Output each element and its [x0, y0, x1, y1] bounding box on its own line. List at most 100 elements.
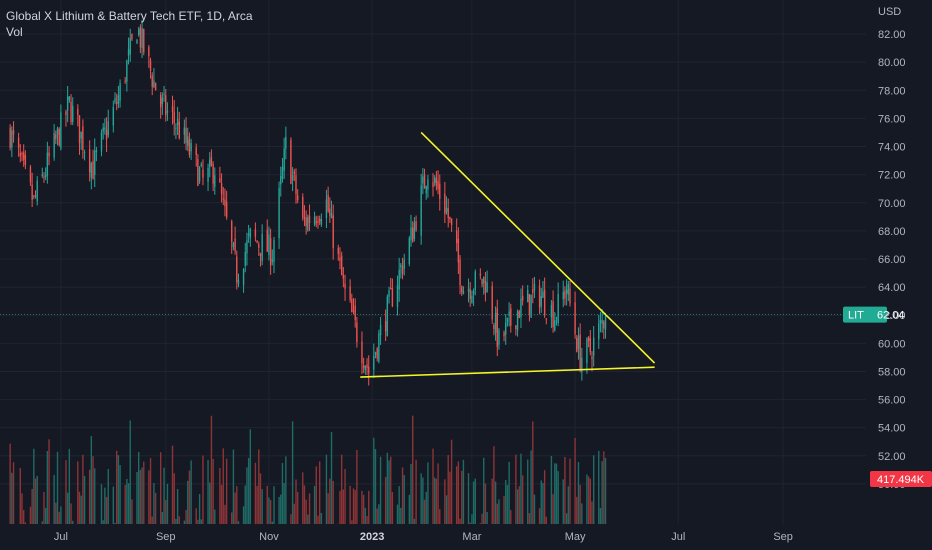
candle-body — [496, 308, 498, 347]
candle-body — [44, 175, 47, 178]
volume-bar — [129, 420, 131, 524]
volume-bar — [586, 474, 588, 524]
volume-bar — [200, 519, 202, 524]
volume-bar — [237, 521, 240, 524]
volume-bar — [236, 486, 238, 524]
volume-bar — [90, 436, 93, 524]
candle-body — [225, 201, 228, 218]
volume-bar — [117, 455, 120, 524]
candle-body — [601, 320, 603, 324]
volume-bar — [462, 459, 465, 524]
candle-body — [356, 322, 358, 343]
candle-body — [210, 156, 213, 166]
volume-bar — [481, 513, 483, 524]
candle-body — [92, 161, 94, 180]
volume-bar — [56, 451, 59, 524]
volume-bar — [246, 467, 248, 524]
candle-body — [459, 259, 461, 286]
volume-bar — [12, 462, 15, 524]
volume-bar — [362, 494, 365, 524]
candle-body — [126, 60, 128, 82]
candle-body — [484, 281, 487, 293]
candle-body — [29, 166, 32, 183]
volume-bar — [281, 463, 284, 524]
volume-bar — [190, 460, 192, 524]
candle-body — [349, 286, 351, 301]
volume-bar — [410, 463, 412, 524]
candle-body — [557, 293, 559, 324]
candle-body — [471, 295, 473, 304]
volume-bar — [486, 512, 488, 524]
candle-body — [565, 289, 568, 294]
candle-body — [94, 151, 96, 175]
y-tick-label: 58.00 — [878, 366, 906, 378]
candle-body — [543, 289, 546, 316]
volume-bar — [520, 453, 522, 524]
volume-bar — [373, 437, 375, 524]
candle-body — [60, 112, 62, 149]
volume-bar — [58, 511, 60, 524]
volume-bar — [225, 458, 228, 524]
volume-bar — [141, 467, 143, 524]
volume-bar — [354, 490, 356, 524]
candle-body — [503, 332, 505, 337]
candle-body — [337, 247, 339, 254]
volume-bar — [220, 484, 223, 524]
candle-body — [151, 75, 153, 87]
volume-bar — [532, 421, 534, 524]
volume-bar — [361, 490, 363, 524]
candle-body — [368, 366, 370, 374]
candle-body — [77, 108, 79, 116]
candle-body — [281, 166, 284, 179]
y-tick-label: 68.00 — [878, 226, 906, 238]
candle-body — [258, 244, 260, 248]
last-price-value: 62.04 — [877, 310, 905, 322]
candle-body — [388, 290, 390, 297]
candle-body — [366, 364, 368, 369]
candle-body — [510, 308, 512, 326]
candle-body — [107, 121, 109, 136]
candle-body — [396, 285, 399, 308]
currency-label: USD — [878, 6, 901, 18]
candle-body — [268, 234, 270, 256]
volume-bar — [564, 456, 566, 524]
candle-body — [444, 193, 446, 215]
volume-bar — [386, 452, 389, 524]
candle-body — [198, 168, 201, 182]
time-axis[interactable]: Jul Sep Nov 2023 Mar May Jul Sep — [54, 531, 793, 543]
volume-bar — [55, 502, 57, 524]
candle-body — [178, 121, 180, 139]
candle-body — [410, 227, 412, 240]
volume-bar — [339, 490, 341, 524]
candle-body — [244, 252, 246, 266]
volume-bar — [151, 516, 153, 524]
volume-bar — [11, 472, 13, 524]
volume-bar — [435, 478, 438, 524]
last-volume-badge — [870, 471, 932, 487]
volume-bar — [422, 477, 424, 524]
volume-bar — [401, 467, 404, 524]
volume-bar — [574, 437, 576, 524]
volume-bar — [528, 513, 531, 524]
candle-body — [55, 134, 57, 140]
volume-bar — [65, 460, 67, 524]
candle-body — [586, 338, 588, 363]
volume-indicator-label[interactable]: Vol — [6, 25, 23, 39]
volume-bar — [562, 479, 564, 524]
candle-body — [154, 82, 157, 91]
candle-body — [114, 98, 116, 102]
candle-body — [176, 118, 179, 126]
volume-bar — [232, 449, 235, 524]
candle-body — [505, 322, 507, 335]
candle-body — [373, 356, 375, 370]
volume-bar — [212, 458, 214, 524]
volume-bar — [77, 461, 79, 524]
volume-bar — [148, 470, 150, 524]
x-tick-label: Nov — [259, 531, 279, 543]
candle-body — [139, 27, 142, 48]
volume-bar — [318, 461, 321, 524]
candle-body — [95, 150, 98, 152]
volume-bar — [102, 520, 104, 524]
